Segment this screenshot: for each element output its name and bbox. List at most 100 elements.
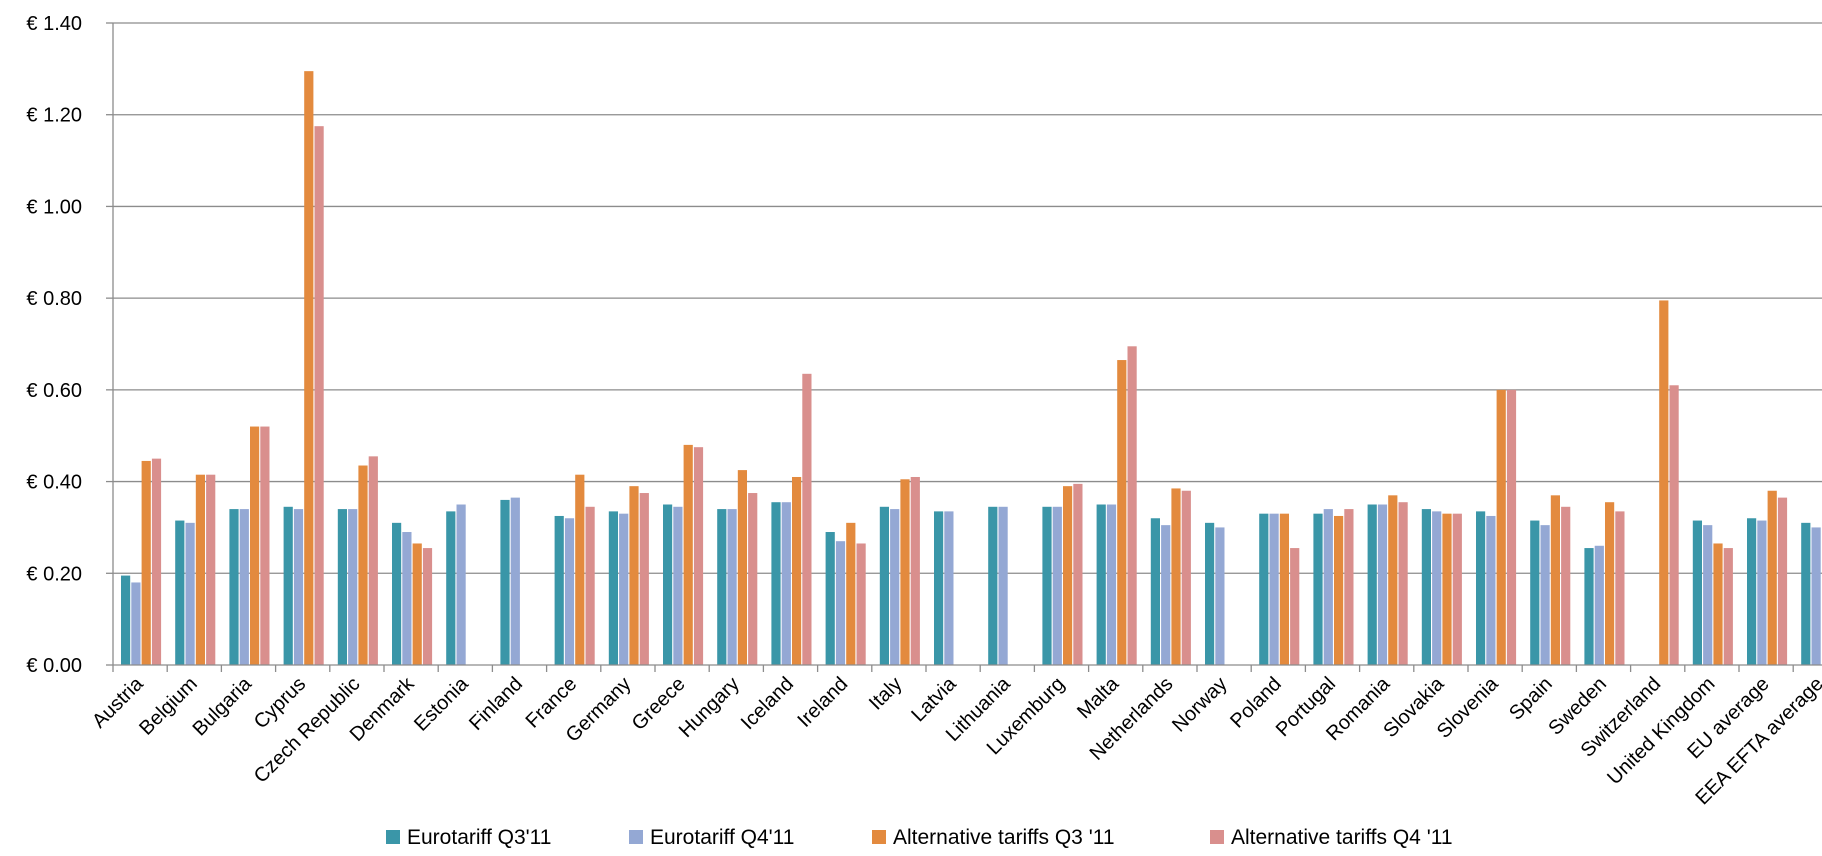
legend-swatch (1210, 830, 1224, 844)
bar (1713, 543, 1723, 665)
bar (412, 543, 422, 665)
y-tick-label: € 1.40 (26, 13, 82, 35)
bar (944, 511, 954, 665)
bar (1117, 360, 1127, 665)
bar (835, 541, 846, 665)
bar (283, 506, 293, 665)
bar (1259, 513, 1269, 665)
bar (1767, 490, 1777, 665)
x-tick-label: Slovenia (1433, 672, 1503, 742)
legend-swatch (629, 830, 643, 844)
bar (229, 509, 239, 665)
bar (1388, 495, 1398, 665)
bar (1594, 545, 1604, 665)
bar (1550, 495, 1560, 665)
bar (1161, 525, 1171, 665)
bar (1486, 515, 1496, 665)
bar (1052, 506, 1062, 665)
legend-item: Eurotariff Q4'11 (629, 826, 794, 849)
bar (1290, 548, 1300, 665)
bar (348, 509, 358, 665)
legend-label: Alternative tariffs Q3 '11 (893, 826, 1115, 849)
bar (748, 493, 758, 665)
bar (368, 456, 378, 665)
bar (856, 543, 866, 665)
bar (151, 458, 162, 665)
legend-label: Eurotariff Q3'11 (407, 826, 551, 849)
bar (1344, 509, 1354, 665)
bar (1398, 502, 1408, 665)
bar (250, 426, 260, 665)
series-1 (121, 499, 1811, 665)
bar (422, 548, 433, 665)
bar (900, 479, 910, 665)
bar (402, 532, 412, 665)
bar (141, 460, 151, 665)
y-tick-label: € 0.00 (26, 655, 82, 677)
bar (1561, 506, 1571, 665)
bar (663, 504, 673, 665)
bar (608, 511, 618, 665)
series-2 (131, 497, 1821, 665)
bar (304, 71, 314, 665)
bar (585, 506, 595, 665)
bar (1530, 520, 1540, 665)
bar (1669, 385, 1679, 665)
bar (1811, 527, 1821, 665)
bar (131, 582, 141, 665)
bar (639, 493, 649, 665)
bar (1334, 515, 1344, 665)
bar (314, 126, 324, 665)
bar (446, 511, 456, 665)
bar (1540, 525, 1550, 665)
bar (1605, 502, 1615, 665)
bar (185, 522, 195, 665)
bar (1377, 504, 1388, 665)
bar (575, 474, 585, 665)
bar (1106, 504, 1117, 665)
bar (771, 502, 781, 665)
bars (121, 71, 1821, 665)
bar (1801, 522, 1811, 665)
legend-swatch (386, 830, 400, 844)
bar (693, 447, 704, 665)
bar (1421, 509, 1431, 665)
bar (1279, 513, 1289, 665)
legend-item: Eurotariff Q3'11 (386, 826, 551, 849)
bar (846, 522, 856, 665)
legend-label: Alternative tariffs Q4 '11 (1231, 826, 1453, 849)
bar (239, 509, 249, 665)
x-tick-label: Finland (465, 673, 527, 735)
bar (1476, 511, 1486, 665)
series-3 (141, 71, 1777, 665)
bar (1659, 300, 1669, 665)
bar (456, 504, 466, 665)
bar (1723, 548, 1733, 665)
x-tick-label: Estonia (410, 672, 473, 735)
y-tick-label: € 1.20 (26, 105, 82, 127)
bar (1496, 389, 1506, 665)
bar (1777, 497, 1788, 665)
bar (337, 509, 347, 665)
y-tick-label: € 0.80 (26, 288, 82, 310)
bar (500, 499, 510, 665)
bar (1215, 527, 1225, 665)
bar (717, 509, 727, 665)
bar (1615, 511, 1625, 665)
legend-swatch (872, 830, 886, 844)
bar (1367, 504, 1377, 665)
bar (358, 465, 368, 665)
bar (1313, 513, 1323, 665)
bar (727, 509, 737, 665)
bar (910, 476, 920, 665)
x-tick-label: Malta (1073, 672, 1124, 723)
bar (121, 575, 131, 665)
bar (1042, 506, 1052, 665)
legend: Eurotariff Q3'11 Eurotariff Q4'11 Alternat… (386, 826, 1453, 849)
bar (1442, 513, 1452, 665)
bar (293, 509, 304, 665)
bar (1171, 488, 1181, 665)
bar (1269, 513, 1279, 665)
bar (206, 474, 216, 665)
bar (737, 470, 747, 665)
